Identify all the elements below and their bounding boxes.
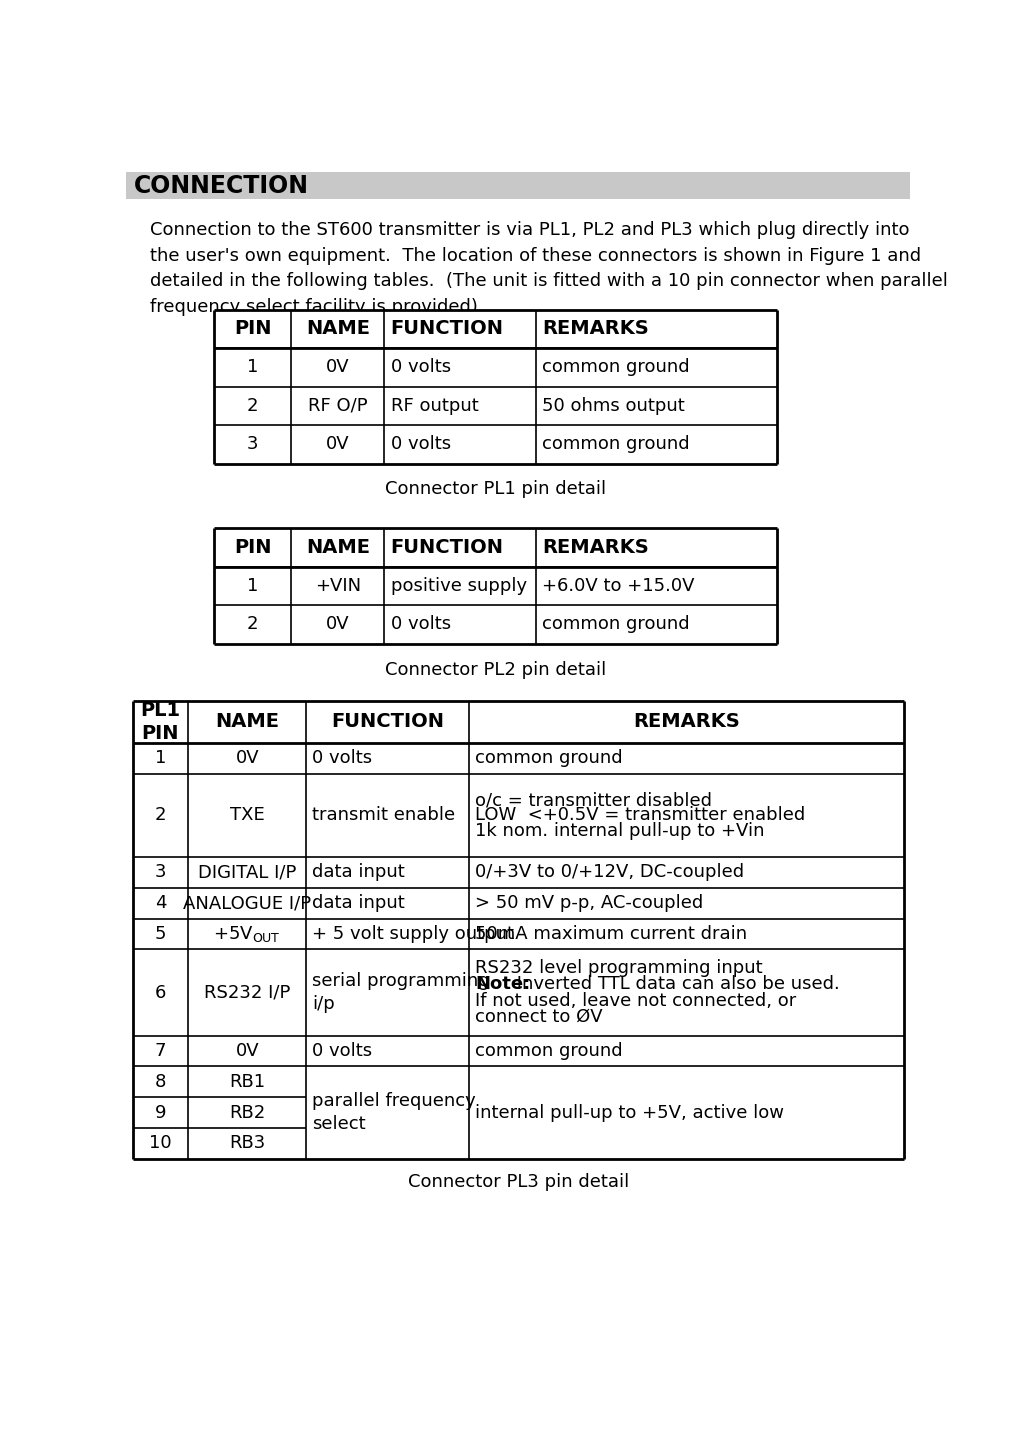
- Text: data input: data input: [312, 894, 405, 912]
- Text: 50mA maximum current drain: 50mA maximum current drain: [475, 924, 747, 943]
- Text: 10: 10: [150, 1135, 172, 1152]
- Text: parallel frequency
select: parallel frequency select: [312, 1092, 476, 1133]
- Text: Connector PL1 pin detail: Connector PL1 pin detail: [385, 481, 607, 498]
- Text: data input: data input: [312, 863, 405, 881]
- Text: 1: 1: [155, 750, 166, 767]
- Text: 1: 1: [247, 577, 259, 595]
- Text: NAME: NAME: [306, 538, 370, 557]
- Text: 0/+3V to 0/+12V, DC-coupled: 0/+3V to 0/+12V, DC-coupled: [475, 863, 744, 881]
- Text: serial programming
i/p: serial programming i/p: [312, 972, 490, 1013]
- Text: ANALOGUE I/P: ANALOGUE I/P: [183, 894, 311, 912]
- Text: CONNECTION: CONNECTION: [134, 173, 309, 197]
- Text: > 50 mV p-p, AC-coupled: > 50 mV p-p, AC-coupled: [475, 894, 704, 912]
- Text: + 5 volt supply output: + 5 volt supply output: [312, 924, 515, 943]
- Text: RF output: RF output: [390, 396, 478, 415]
- Text: Connector PL2 pin detail: Connector PL2 pin detail: [385, 661, 607, 678]
- Text: 0V: 0V: [327, 435, 350, 454]
- Bar: [126, 172, 910, 199]
- Text: FUNCTION: FUNCTION: [390, 319, 503, 338]
- Text: FUNCTION: FUNCTION: [331, 713, 444, 731]
- Text: Connector PL3 pin detail: Connector PL3 pin detail: [407, 1173, 629, 1191]
- Text: 0 volts: 0 volts: [390, 435, 451, 454]
- Text: 50 ohms output: 50 ohms output: [542, 396, 684, 415]
- Text: 7: 7: [155, 1042, 166, 1060]
- Text: NAME: NAME: [306, 319, 370, 338]
- Text: REMARKS: REMARKS: [633, 713, 740, 731]
- Text: 3: 3: [247, 435, 259, 454]
- Text: internal pull-up to +5V, active low: internal pull-up to +5V, active low: [475, 1103, 785, 1122]
- Text: RB3: RB3: [229, 1135, 266, 1152]
- Text: PIN: PIN: [234, 538, 271, 557]
- Text: common ground: common ground: [542, 615, 690, 634]
- Text: FUNCTION: FUNCTION: [390, 538, 503, 557]
- Text: 5: 5: [155, 924, 166, 943]
- Text: 0V: 0V: [236, 1042, 259, 1060]
- Text: 9: 9: [155, 1103, 166, 1122]
- Text: 2: 2: [155, 807, 166, 824]
- Text: $+5\mathregular{V_{OUT}}$: $+5\mathregular{V_{OUT}}$: [213, 924, 281, 944]
- Text: Note:: Note:: [475, 976, 531, 993]
- Text: 3: 3: [155, 863, 166, 881]
- Text: DIGITAL I/P: DIGITAL I/P: [198, 863, 296, 881]
- Text: TXE: TXE: [229, 807, 265, 824]
- Text: REMARKS: REMARKS: [542, 538, 648, 557]
- Text: 0 volts: 0 volts: [390, 615, 451, 634]
- Text: REMARKS: REMARKS: [542, 319, 648, 338]
- Text: RB1: RB1: [229, 1073, 265, 1090]
- Text: 0V: 0V: [327, 358, 350, 376]
- Text: NAME: NAME: [215, 713, 279, 731]
- Text: Connection to the ST600 transmitter is via PL1, PL2 and PL3 which plug directly : Connection to the ST600 transmitter is v…: [150, 220, 947, 316]
- Bar: [214, 528, 777, 644]
- Text: LOW  <+0.5V = transmitter enabled: LOW <+0.5V = transmitter enabled: [475, 807, 806, 824]
- Text: 0 volts: 0 volts: [390, 358, 451, 376]
- Text: 8: 8: [155, 1073, 166, 1090]
- Text: +6.0V to +15.0V: +6.0V to +15.0V: [542, 577, 695, 595]
- Text: common ground: common ground: [542, 358, 690, 376]
- Text: 6: 6: [155, 983, 166, 1002]
- Text: 0 volts: 0 volts: [312, 1042, 372, 1060]
- Text: RB2: RB2: [229, 1103, 266, 1122]
- Text: transmit enable: transmit enable: [312, 807, 456, 824]
- Text: RS232 level programming input: RS232 level programming input: [475, 959, 762, 977]
- Text: If not used, leave not connected, or: If not used, leave not connected, or: [475, 992, 797, 1010]
- Text: common ground: common ground: [475, 750, 623, 767]
- Text: PL1
PIN: PL1 PIN: [141, 701, 181, 743]
- Text: PIN: PIN: [234, 319, 271, 338]
- Text: 0 volts: 0 volts: [312, 750, 372, 767]
- Text: +VIN: +VIN: [314, 577, 361, 595]
- Text: common ground: common ground: [542, 435, 690, 454]
- Text: 1: 1: [247, 358, 259, 376]
- Text: connect to ØV: connect to ØV: [475, 1007, 603, 1026]
- Text: o/c = transmitter disabled: o/c = transmitter disabled: [475, 791, 712, 809]
- Bar: [132, 701, 904, 1159]
- Text: Inverted TTL data can also be used.: Inverted TTL data can also be used.: [511, 976, 839, 993]
- Text: 1k nom. internal pull-up to +Vin: 1k nom. internal pull-up to +Vin: [475, 821, 764, 840]
- Bar: [214, 309, 777, 464]
- Text: RF O/P: RF O/P: [308, 396, 368, 415]
- Text: 2: 2: [247, 615, 259, 634]
- Text: 2: 2: [247, 396, 259, 415]
- Text: common ground: common ground: [475, 1042, 623, 1060]
- Text: 0V: 0V: [327, 615, 350, 634]
- Text: 4: 4: [155, 894, 166, 912]
- Text: 0V: 0V: [236, 750, 259, 767]
- Text: positive supply: positive supply: [390, 577, 527, 595]
- Text: RS232 I/P: RS232 I/P: [204, 983, 290, 1002]
